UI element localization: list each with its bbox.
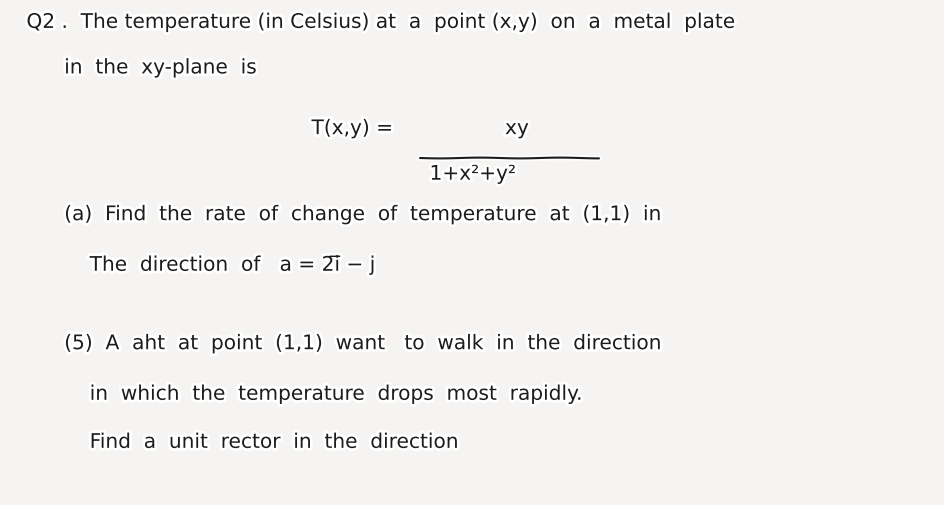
Text: in  the  xy-plane  is: in the xy-plane is bbox=[64, 59, 257, 78]
Text: Q2 .  The temperature (in Celsius) at  a  point (x,y)  on  a  metal  plate: Q2 . The temperature (in Celsius) at a p… bbox=[26, 14, 736, 33]
Text: T(x,y) =: T(x,y) = bbox=[312, 120, 393, 139]
Text: (a)  Find  the  rate  of  change  of  temperature  at  (1,1)  in: (a) Find the rate of change of temperatu… bbox=[64, 206, 663, 225]
Text: (5)  A  aht  at  point  (1,1)  want   to  walk  in  the  direction: (5) A aht at point (1,1) want to walk in… bbox=[64, 334, 662, 353]
Text: in  which  the  temperature  drops  most  rapidly.: in which the temperature drops most rapi… bbox=[90, 385, 583, 404]
Text: Find  a  unit  rector  in  the  direction: Find a unit rector in the direction bbox=[90, 433, 459, 452]
Text: 1+x²+y²: 1+x²+y² bbox=[430, 165, 515, 184]
Text: xy: xy bbox=[505, 120, 529, 139]
Text: The  direction  of   a = 2i̅ − j: The direction of a = 2i̅ − j bbox=[90, 256, 376, 275]
